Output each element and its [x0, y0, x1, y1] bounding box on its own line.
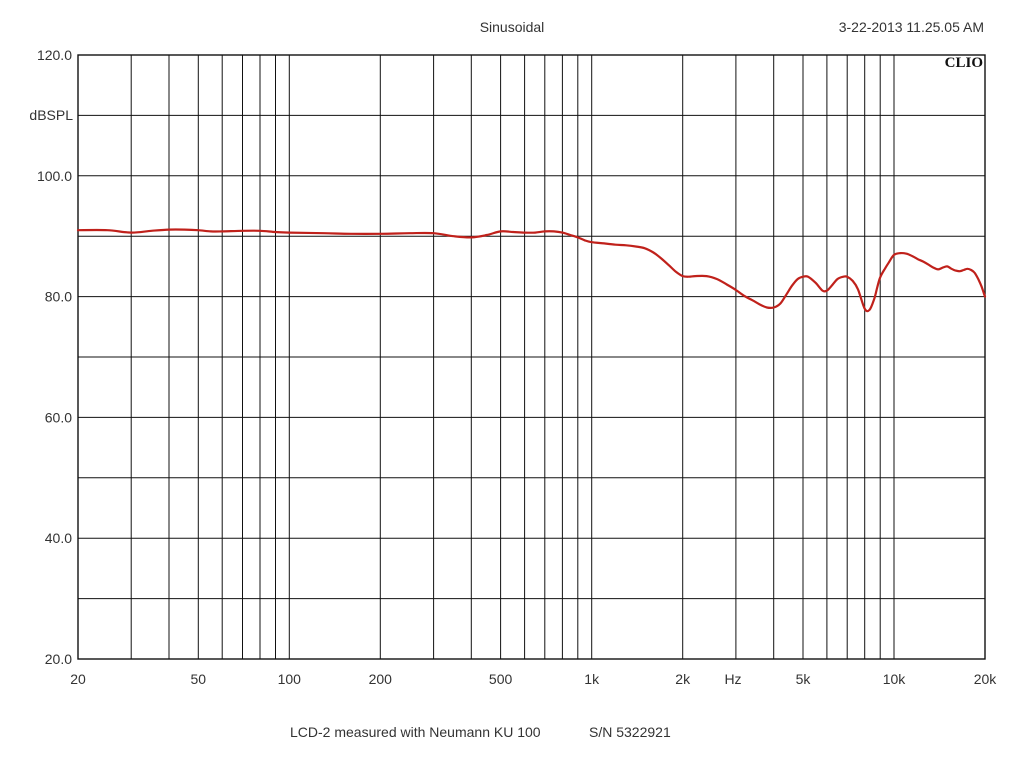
- plot-frame: [77, 54, 986, 660]
- x-tick-label: 20k: [974, 671, 998, 687]
- y-tick-label: 40.0: [45, 530, 72, 546]
- x-tick-label: 10k: [883, 671, 907, 687]
- y-tick-label: 100.0: [37, 168, 72, 184]
- y-tick-label: 120.0: [37, 47, 72, 63]
- x-tick-label: 2k: [675, 671, 691, 687]
- x-tick-label: 500: [489, 671, 513, 687]
- x-axis-label: Hz: [724, 671, 741, 687]
- x-tick-label: 20: [70, 671, 86, 687]
- series-line-0: [76, 228, 987, 313]
- chart-title: Sinusoidal: [480, 19, 545, 35]
- series-layer: [76, 228, 987, 313]
- x-tick-label: 50: [191, 671, 207, 687]
- y-axis-label: dBSPL: [29, 107, 73, 123]
- tick-label-layer: 120.0 100.0 80.0 60.0 40.0 20.0 20 50 100 200 500 1…: [37, 47, 997, 687]
- y-tick-label: 80.0: [45, 289, 72, 305]
- timestamp: 3-22-2013 11.25.05 AM: [839, 19, 984, 35]
- brand-logo: CLIO: [945, 55, 983, 71]
- x-tick-label: 100: [278, 671, 302, 687]
- caption-text: LCD-2 measured with Neumann KU 100: [290, 724, 541, 740]
- x-tick-label: 200: [369, 671, 393, 687]
- grid-layer: [77, 54, 986, 660]
- x-tick-label: 5k: [796, 671, 812, 687]
- y-tick-label: 20.0: [45, 651, 72, 667]
- x-tick-label: 1k: [584, 671, 600, 687]
- serial-number: S/N 5322921: [589, 724, 671, 740]
- y-tick-label: 60.0: [45, 409, 72, 425]
